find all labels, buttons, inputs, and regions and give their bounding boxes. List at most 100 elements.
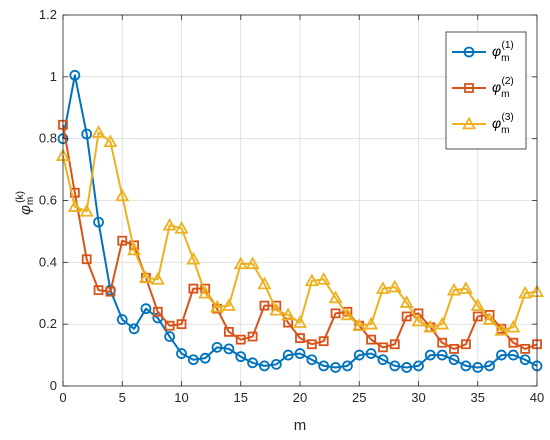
- x-tick-label: 30: [411, 390, 425, 405]
- series-3-point: [162, 217, 177, 231]
- series-1-point: [330, 362, 341, 373]
- legend-marker: [461, 116, 477, 130]
- series-3-point: [352, 318, 367, 332]
- series-1: [57, 69, 543, 373]
- series-3-point: [411, 313, 426, 327]
- series-1-point: [306, 354, 318, 366]
- y-axis-symbol: φ: [17, 205, 34, 215]
- series-2-point: [235, 334, 246, 345]
- series-3-point: [375, 281, 390, 294]
- series-2-point: [295, 333, 305, 343]
- legend-marker: [464, 83, 474, 93]
- series-3-point: [423, 319, 438, 333]
- series-1-point: [448, 354, 460, 366]
- series-3-point: [138, 270, 153, 284]
- series-2-point: [460, 339, 471, 350]
- series-1-point: [496, 349, 507, 361]
- series-2-point: [449, 343, 459, 354]
- y-axis-label: φm(k): [15, 191, 36, 215]
- series-1-point: [128, 323, 140, 335]
- series-1-point: [507, 349, 519, 361]
- series-3-point: [281, 307, 296, 321]
- series-3-point: [127, 242, 142, 256]
- y-tick-label: 0: [50, 378, 57, 393]
- legend-superscript: (2): [501, 76, 513, 87]
- legend-subscript: m: [501, 89, 509, 100]
- x-tick-labels: 0 5 10 15 20 25 30 35 40: [59, 390, 544, 405]
- series-1-point: [318, 360, 330, 372]
- series-2-point: [81, 254, 92, 265]
- y-tick-label: 1: [50, 69, 57, 84]
- series-3-point: [198, 285, 213, 299]
- series-2-point: [520, 343, 531, 354]
- series-3-point: [245, 256, 260, 270]
- series-3-point: [518, 285, 533, 299]
- series-2-point: [93, 285, 104, 296]
- series-1-point: [413, 360, 424, 372]
- series-3-point: [91, 125, 106, 138]
- series-1-point: [377, 354, 389, 366]
- legend-label: φm (3): [492, 112, 514, 136]
- series-2-point: [472, 311, 483, 322]
- x-tick-label: 35: [471, 390, 485, 405]
- series-2-point: [223, 326, 234, 337]
- series-2-point: [330, 308, 341, 319]
- series-3-point: [447, 282, 462, 296]
- legend-label: φm (2): [492, 76, 514, 100]
- series-1-point: [436, 349, 448, 361]
- series-3-point: [292, 315, 308, 328]
- series-2-point: [306, 339, 317, 350]
- series-3-point: [387, 279, 402, 293]
- series-3-point: [221, 298, 236, 311]
- legend-subscript: m: [501, 125, 509, 136]
- legend-items: φm(1)φm(2)φm(3): [452, 40, 514, 136]
- series-3-point: [482, 312, 497, 325]
- series-3-point: [340, 307, 355, 321]
- series-1-point: [81, 128, 93, 140]
- series-2-point: [176, 319, 187, 330]
- series-3: [55, 125, 545, 336]
- series-3-point: [103, 134, 118, 148]
- series-1-point: [259, 360, 270, 372]
- series-3-point: [364, 316, 379, 330]
- series-1-point: [472, 362, 484, 373]
- series-1-point: [484, 360, 496, 372]
- series-1-point: [247, 357, 259, 369]
- series-3-point: [304, 273, 319, 287]
- series-1-point: [235, 351, 247, 363]
- y-tick-label: 1.2: [39, 7, 57, 22]
- legend-label: φm (1): [492, 40, 514, 64]
- series-3-point: [257, 276, 272, 290]
- series-3-point: [399, 295, 414, 308]
- series-3-point: [470, 298, 485, 311]
- legend-item-3: φm (3): [452, 112, 514, 136]
- series-3-point: [210, 299, 225, 313]
- series-2-point: [117, 235, 128, 246]
- series-1-point: [460, 360, 472, 372]
- legend-subscript: m: [501, 53, 509, 64]
- series-2-point: [389, 339, 400, 350]
- series-1-point: [69, 69, 81, 81]
- series-1-point: [401, 362, 413, 373]
- y-axis-subscript: m: [25, 197, 36, 205]
- x-tick-label: 5: [119, 390, 126, 405]
- series-3-point: [150, 271, 165, 285]
- ticks: [62, 14, 538, 387]
- series-3-point: [458, 281, 473, 294]
- series-3-point: [316, 271, 331, 285]
- series-3-point: [186, 251, 201, 265]
- y-axis-superscript: (k): [15, 191, 26, 203]
- series-2-point: [105, 286, 116, 297]
- series-1-point: [519, 354, 531, 366]
- series-1-point: [424, 349, 436, 361]
- series-3-line: [62, 131, 538, 332]
- series-2-point: [247, 331, 258, 342]
- x-axis-label: m: [294, 417, 307, 434]
- legend-symbol: φ: [492, 43, 501, 59]
- series-1-point: [270, 358, 282, 370]
- series-1-point: [341, 360, 353, 372]
- y-tick-label: 0.6: [39, 193, 57, 208]
- series-3-point: [115, 188, 130, 202]
